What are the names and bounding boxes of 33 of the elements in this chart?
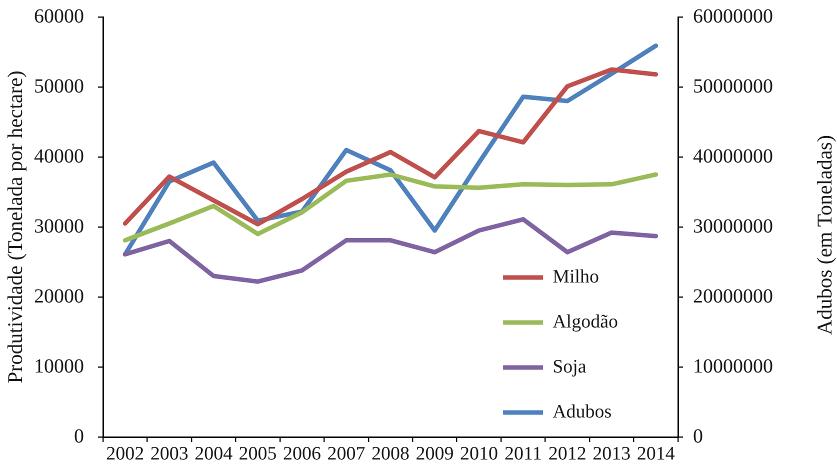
y2-tick-label: 10000000 — [693, 355, 773, 378]
y-axis-title: Produtividade (Tonelada por hectare) — [3, 70, 28, 384]
legend-label: Milho — [552, 266, 600, 288]
x-tick-label: 2003 — [150, 443, 188, 464]
y2-tick-label: 30000000 — [693, 215, 773, 238]
y2-tick-label: 50000000 — [693, 75, 773, 98]
x-tick-label: 2005 — [238, 443, 277, 464]
x-tick-label: 2007 — [327, 443, 366, 464]
y-tick-label: 30000 — [34, 215, 84, 238]
x-tick-label: 2002 — [106, 443, 144, 464]
legend-label: Adubos — [552, 401, 612, 422]
x-tick-label: 2006 — [283, 443, 322, 464]
y2-tick-label: 60000000 — [693, 5, 773, 28]
x-tick-label: 2014 — [636, 443, 676, 464]
y2-tick-label: 0 — [693, 425, 703, 448]
y-tick-label: 50000 — [34, 75, 84, 98]
legend-label: Algodão — [552, 311, 618, 332]
y-tick-label: 0 — [74, 425, 84, 448]
x-tick-label: 2008 — [372, 443, 410, 464]
y2-axis-title: Adubos (em Toneladas) — [812, 135, 837, 335]
y2-tick-label: 20000000 — [693, 285, 773, 308]
x-tick-label: 2004 — [194, 443, 234, 464]
y2-tick-label: 40000000 — [693, 145, 773, 168]
y-tick-label: 20000 — [34, 285, 84, 308]
x-tick-label: 2012 — [548, 443, 586, 464]
y-tick-label: 60000 — [34, 5, 84, 28]
x-tick-label: 2009 — [416, 443, 454, 464]
x-tick-label: 2013 — [592, 443, 631, 464]
legend-label: Soja — [552, 356, 587, 378]
x-tick-label: 2010 — [460, 443, 498, 464]
y-tick-label: 10000 — [34, 355, 84, 378]
y-tick-label: 40000 — [34, 145, 84, 168]
x-tick-label: 2011 — [504, 443, 542, 464]
